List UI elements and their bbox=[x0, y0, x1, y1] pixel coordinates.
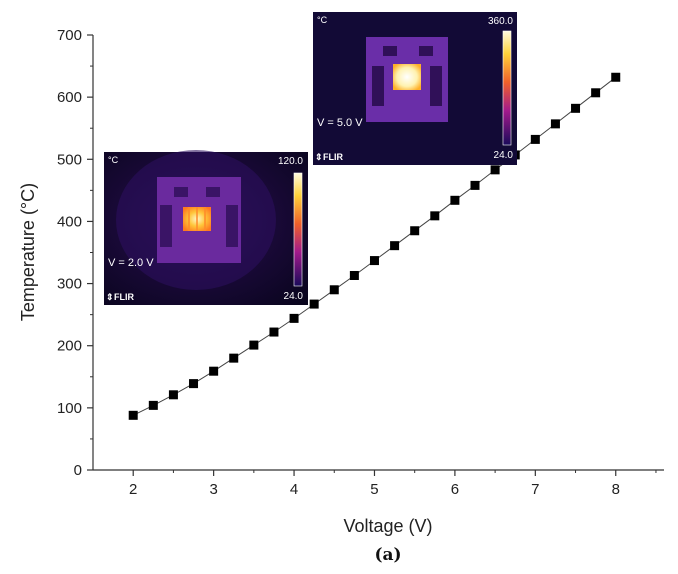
data-point bbox=[450, 195, 460, 205]
data-point bbox=[571, 103, 581, 113]
data-point bbox=[369, 256, 379, 266]
x-tick-label: 5 bbox=[370, 481, 378, 498]
data-point bbox=[591, 88, 601, 98]
colorbar-max-label: 120.0 bbox=[278, 156, 303, 167]
y-tick-label: 200 bbox=[57, 338, 82, 355]
thermal-inset-5v: °C 360.0 24.0 V = 5.0 V ⇕ FLIR bbox=[313, 12, 517, 165]
colorbar bbox=[502, 30, 512, 146]
data-point bbox=[410, 226, 420, 236]
thermal-pad bbox=[372, 66, 384, 106]
x-tick-label: 4 bbox=[290, 481, 298, 498]
data-point bbox=[209, 366, 219, 376]
thermal-pad bbox=[160, 205, 172, 247]
y-tick-label: 100 bbox=[57, 400, 82, 417]
data-point bbox=[148, 400, 158, 410]
thermal-inset-2v: °C 120.0 24.0 V = 2.0 V ⇕ FLIR bbox=[104, 150, 308, 305]
data-point bbox=[128, 410, 138, 420]
x-tick-label: 7 bbox=[531, 481, 539, 498]
y-tick-label: 600 bbox=[57, 89, 82, 106]
data-point bbox=[349, 270, 359, 280]
thermal-pad bbox=[226, 205, 238, 247]
data-point bbox=[269, 327, 279, 337]
y-tick-label: 400 bbox=[57, 213, 82, 230]
data-point bbox=[168, 390, 178, 400]
data-point bbox=[530, 134, 540, 144]
axis-ticks: 0 100 200 300 400 500 600 700 2 3 4 5 6 7 8 bbox=[57, 27, 657, 498]
flir-logo-text: FLIR bbox=[323, 152, 343, 162]
y-tick-label: 300 bbox=[57, 276, 82, 293]
data-point bbox=[490, 165, 500, 175]
figure-caption: (a) bbox=[374, 545, 401, 565]
data-point bbox=[249, 340, 259, 350]
y-tick-label: 700 bbox=[57, 27, 82, 44]
thermal-pad bbox=[419, 46, 433, 56]
data-series bbox=[128, 72, 621, 420]
colorbar-min-label: 24.0 bbox=[284, 291, 304, 302]
inset-unit-label: °C bbox=[317, 15, 328, 25]
flir-logo-icon: ⇕ bbox=[315, 152, 323, 162]
thermal-pad bbox=[174, 187, 188, 197]
flir-logo-text: FLIR bbox=[114, 292, 134, 302]
data-point bbox=[550, 119, 560, 129]
data-point bbox=[611, 72, 621, 82]
x-tick-label: 3 bbox=[209, 481, 217, 498]
thermal-pad bbox=[430, 66, 442, 106]
data-point bbox=[430, 211, 440, 221]
x-tick-label: 8 bbox=[612, 481, 620, 498]
inset-unit-label: °C bbox=[108, 155, 119, 165]
data-point bbox=[309, 299, 319, 309]
data-point bbox=[229, 353, 239, 363]
data-point bbox=[329, 285, 339, 295]
voltage-label: V = 5.0 V bbox=[317, 117, 363, 129]
colorbar-max-label: 360.0 bbox=[488, 16, 513, 27]
data-point bbox=[289, 313, 299, 323]
colorbar bbox=[293, 172, 303, 287]
data-point bbox=[189, 379, 199, 389]
y-tick-label: 0 bbox=[74, 462, 82, 479]
flir-logo-icon: ⇕ bbox=[106, 292, 114, 302]
x-tick-label: 2 bbox=[129, 481, 137, 498]
x-axis-title: Voltage (V) bbox=[343, 516, 432, 536]
y-axis-title: Temperature (°C) bbox=[18, 183, 38, 321]
data-point bbox=[390, 241, 400, 251]
thermal-hotspot bbox=[393, 64, 421, 90]
y-tick-label: 500 bbox=[57, 151, 82, 168]
data-point bbox=[470, 180, 480, 190]
voltage-label: V = 2.0 V bbox=[108, 257, 154, 269]
x-tick-label: 6 bbox=[451, 481, 459, 498]
thermal-pad bbox=[206, 187, 220, 197]
thermal-pad bbox=[383, 46, 397, 56]
colorbar-min-label: 24.0 bbox=[494, 150, 514, 161]
